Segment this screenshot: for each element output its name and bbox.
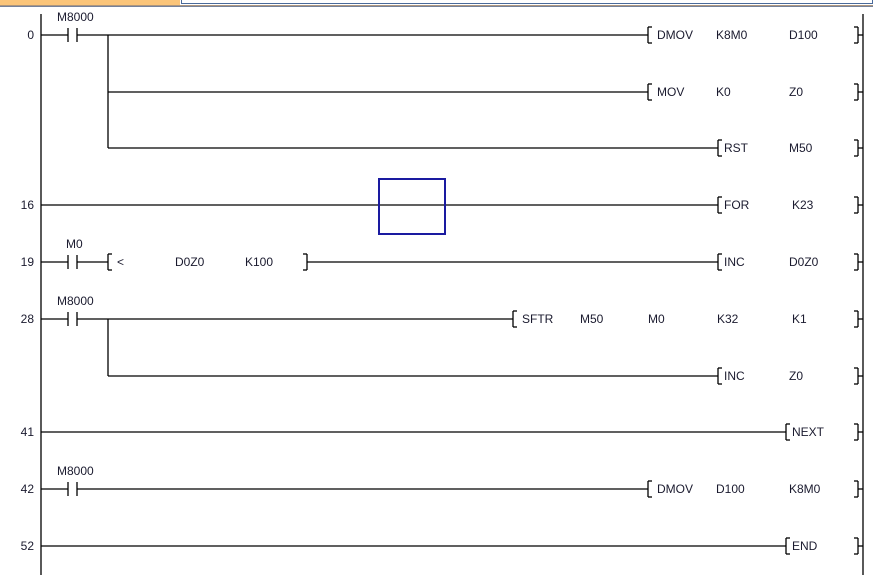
operand[interactable]: K32: [717, 312, 739, 326]
compare-operand[interactable]: D0Z0: [175, 255, 205, 269]
operand[interactable]: K8M0: [716, 28, 748, 42]
instruction[interactable]: FOR: [724, 198, 750, 212]
instruction[interactable]: NEXT: [792, 425, 825, 439]
operand[interactable]: Z0: [789, 369, 804, 383]
cursor[interactable]: [378, 178, 446, 235]
step-number[interactable]: 16: [20, 198, 34, 212]
instruction[interactable]: DMOV: [657, 482, 693, 496]
instruction[interactable]: INC: [724, 255, 745, 269]
operand[interactable]: K8M0: [789, 482, 821, 496]
operand[interactable]: M50: [580, 312, 604, 326]
step-number[interactable]: 19: [20, 255, 34, 269]
contact-label[interactable]: M0: [66, 237, 83, 251]
instruction[interactable]: MOV: [657, 85, 685, 99]
step-number[interactable]: 42: [20, 482, 34, 496]
step-number[interactable]: 41: [20, 425, 34, 439]
instruction[interactable]: RST: [724, 141, 748, 155]
contact-label[interactable]: M8000: [57, 294, 94, 308]
divider: [0, 5, 873, 7]
instruction[interactable]: INC: [724, 369, 745, 383]
contact-label[interactable]: M8000: [57, 464, 94, 478]
operand[interactable]: M0: [648, 312, 665, 326]
instruction[interactable]: SFTR: [522, 312, 554, 326]
operand[interactable]: D0Z0: [789, 255, 819, 269]
operand[interactable]: D100: [716, 482, 745, 496]
contact-label[interactable]: M8000: [57, 10, 94, 24]
compare-operand[interactable]: K100: [245, 255, 274, 269]
step-number[interactable]: 28: [20, 312, 34, 326]
operand[interactable]: D100: [789, 28, 818, 42]
step-number[interactable]: 0: [27, 28, 34, 42]
operand[interactable]: Z0: [789, 85, 804, 99]
operand[interactable]: K1: [792, 312, 807, 326]
instruction[interactable]: END: [792, 539, 818, 553]
operand[interactable]: M50: [789, 141, 813, 155]
instruction[interactable]: DMOV: [657, 28, 693, 42]
compare-op[interactable]: <: [117, 255, 125, 269]
operand[interactable]: K23: [792, 198, 814, 212]
operand[interactable]: K0: [716, 85, 731, 99]
window-tab[interactable]: [0, 0, 180, 5]
step-number[interactable]: 52: [20, 539, 34, 553]
